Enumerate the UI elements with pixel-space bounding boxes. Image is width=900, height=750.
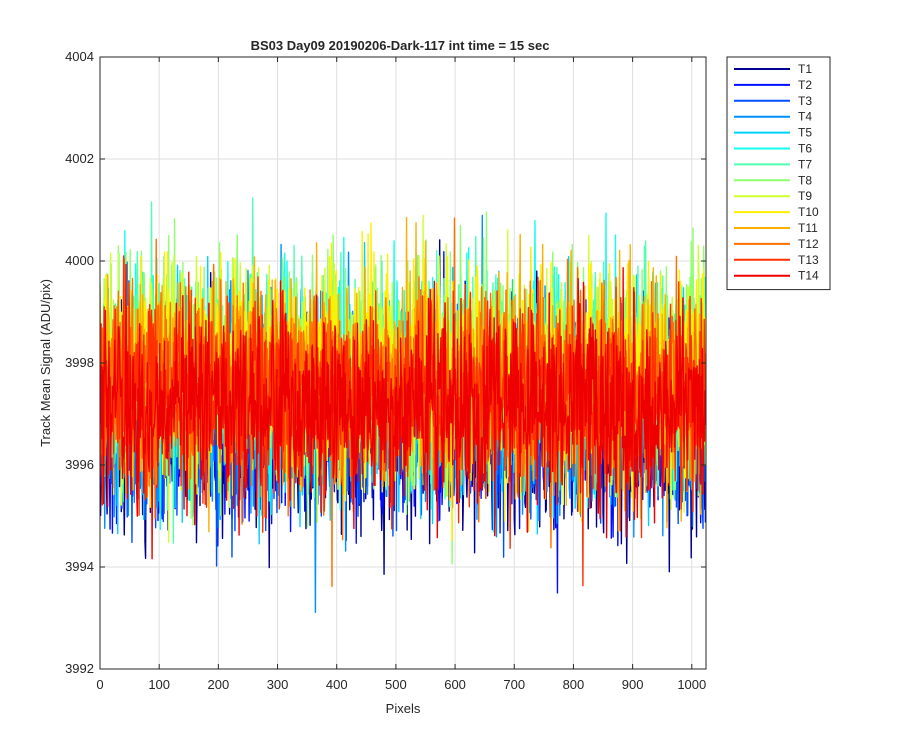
- legend-label: T6: [798, 142, 812, 156]
- x-tick-label: 500: [385, 677, 407, 692]
- y-tick-label: 3992: [65, 661, 94, 676]
- x-tick-label: 100: [148, 677, 170, 692]
- x-tick-label: 1000: [677, 677, 706, 692]
- legend-label: T14: [798, 269, 819, 283]
- chart-title: BS03 Day09 20190206-Dark-117 int time = …: [251, 38, 550, 53]
- legend-label: T2: [798, 78, 812, 92]
- legend-label: T7: [798, 157, 812, 171]
- legend-label: T8: [798, 173, 812, 187]
- y-tick-label: 3998: [65, 355, 94, 370]
- y-tick-label: 4002: [65, 151, 94, 166]
- y-tick-label: 4004: [65, 49, 94, 64]
- axis-ticks: 0 100 200 300 400 500 600 700 800 900 1000 3992 3994…: [65, 49, 706, 692]
- x-tick-label: 0: [96, 677, 103, 692]
- y-tick-label: 4000: [65, 253, 94, 268]
- x-axis-label: Pixels: [386, 701, 421, 716]
- legend-label: T4: [798, 110, 812, 124]
- legend-label: T11: [798, 221, 818, 235]
- legend-box: [726, 56, 831, 291]
- legend-label: T3: [798, 94, 812, 108]
- x-tick-label: 800: [563, 677, 585, 692]
- legend-label: T9: [798, 189, 812, 203]
- y-tick-label: 3996: [65, 457, 94, 472]
- x-tick-label: 300: [267, 677, 289, 692]
- series-line-t14: [100, 263, 706, 560]
- legend-label: T13: [798, 253, 819, 267]
- legend-label: T10: [798, 205, 819, 219]
- x-tick-label: 600: [444, 677, 466, 692]
- legend-label: T12: [798, 237, 819, 251]
- x-tick-label: 200: [208, 677, 230, 692]
- legend-label: T5: [798, 126, 812, 140]
- legend-label: T1: [798, 62, 812, 76]
- x-tick-label: 700: [503, 677, 525, 692]
- y-axis-label: Track Mean Signal (ADU/pix): [38, 279, 53, 447]
- x-tick-label: 400: [326, 677, 348, 692]
- series-lines: [100, 197, 706, 613]
- x-tick-label: 900: [622, 677, 644, 692]
- y-tick-label: 3994: [65, 559, 94, 574]
